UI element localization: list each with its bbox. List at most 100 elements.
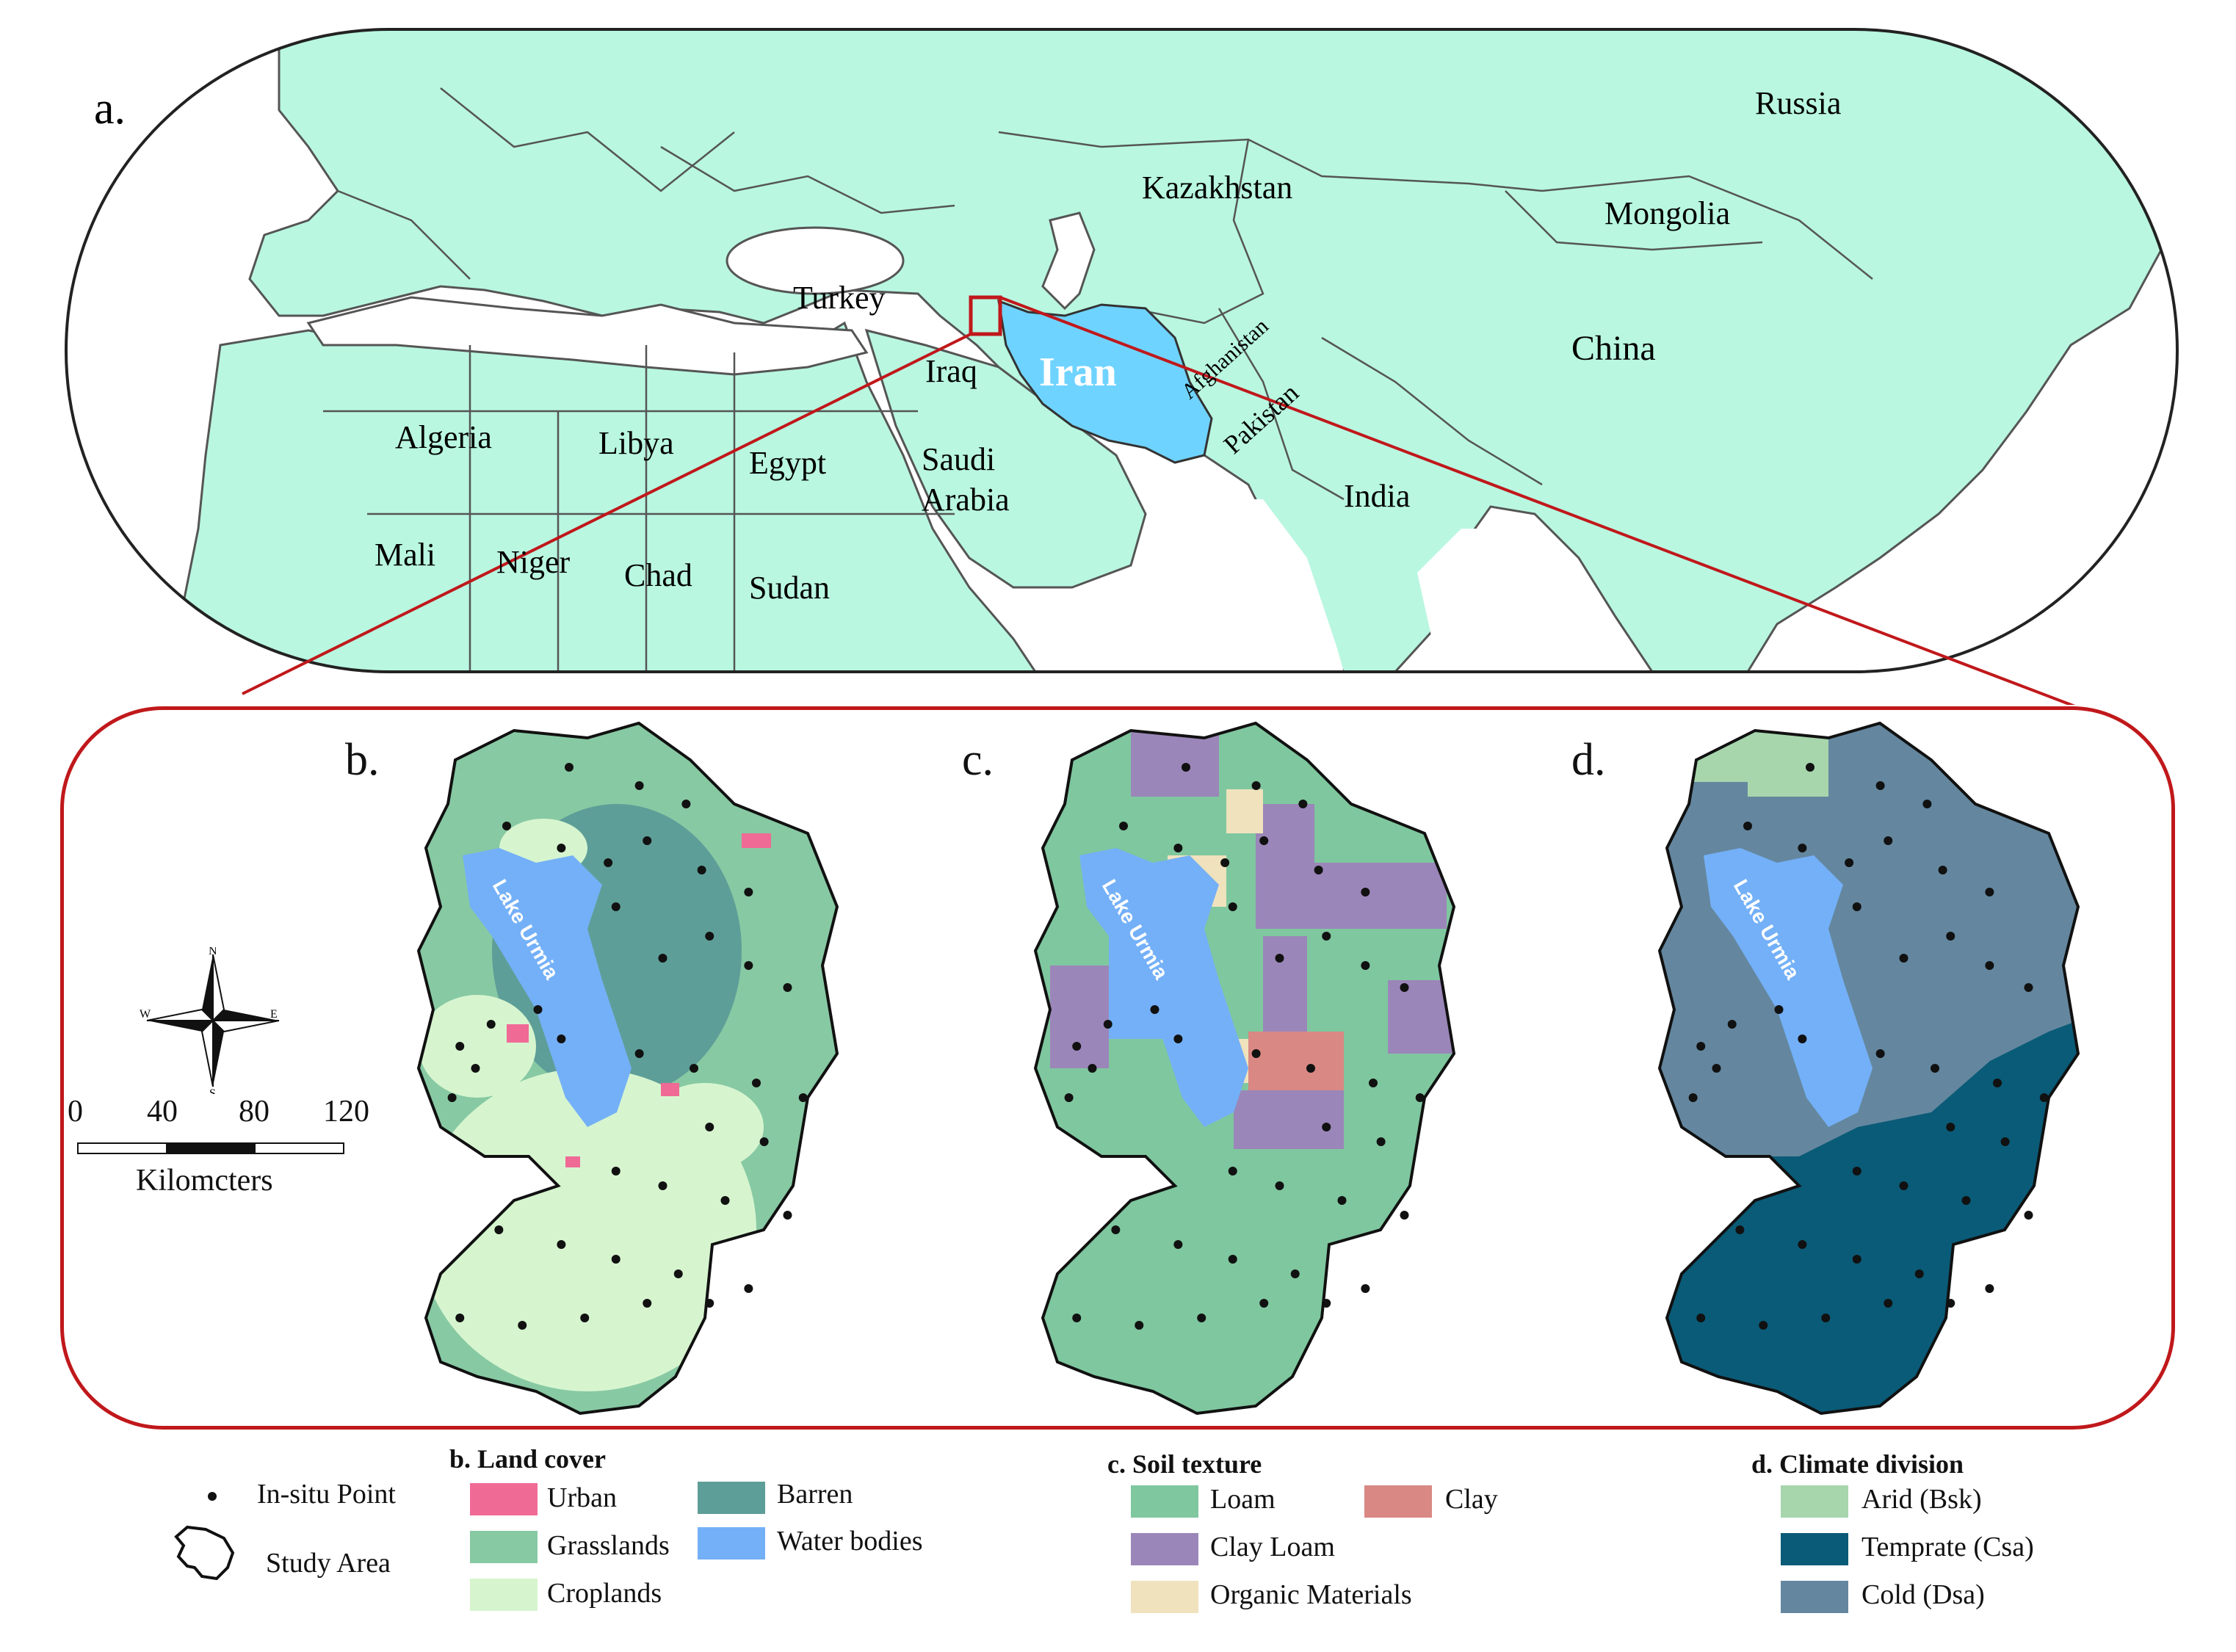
swatch-arid [1781, 1485, 1848, 1518]
soil-texture-map: Lake Urmia [1034, 722, 1455, 1415]
study-area-highlight-box [969, 295, 1002, 336]
swatch-barren [698, 1482, 765, 1514]
in-situ-point [744, 1284, 753, 1293]
in-situ-point [1064, 1093, 1074, 1102]
in-situ-point [1875, 781, 1885, 790]
in-situ-point [1899, 1181, 1908, 1190]
label-chad: Chad [624, 557, 692, 593]
in-situ-point [486, 1020, 496, 1029]
iran-country [997, 299, 1213, 464]
in-situ-point [1376, 1137, 1386, 1146]
in-situ-point [604, 858, 613, 867]
in-situ-point [1306, 1064, 1315, 1073]
legend-climate-title: d. Climate division [1751, 1449, 1964, 1479]
legend-cold: Cold (Dsa) [1861, 1579, 1985, 1610]
legend-soil-title: c. Soil texture [1107, 1449, 1262, 1479]
in-situ-point [1415, 1093, 1425, 1102]
in-situ-point [1798, 1035, 1807, 1043]
legend-clay: Clay [1445, 1484, 1498, 1515]
in-situ-point [1985, 961, 1994, 970]
land-masses [182, 29, 2177, 672]
in-situ-point [1111, 1225, 1121, 1234]
legend-loam: Loam [1210, 1484, 1276, 1515]
in-situ-point [1322, 1299, 1331, 1308]
in-situ-point [1852, 1255, 1861, 1264]
in-situ-point [1369, 1079, 1378, 1087]
in-situ-point [1103, 1020, 1112, 1029]
in-situ-point [1852, 902, 1861, 911]
in-situ-point [744, 961, 753, 970]
in-situ-point [1072, 1042, 1082, 1051]
study-area-outline-icon [174, 1525, 235, 1581]
in-situ-point [494, 1225, 504, 1234]
swatch-croplands [470, 1579, 538, 1611]
in-situ-point [1946, 1299, 1955, 1308]
in-situ-point [1821, 1314, 1831, 1322]
in-situ-point [1946, 1123, 1955, 1131]
in-situ-point [2039, 1093, 2049, 1102]
in-situ-point [744, 888, 753, 896]
in-situ-point [1400, 983, 1409, 992]
in-situ-point [1173, 1035, 1183, 1043]
in-situ-point [611, 1255, 620, 1264]
in-situ-point [658, 954, 667, 963]
in-situ-point [643, 1299, 652, 1308]
legend-dot-icon [208, 1492, 217, 1501]
zoom-line-left [242, 333, 972, 695]
in-situ-point [705, 1299, 714, 1308]
legend-temperate: Temprate (Csa) [1861, 1532, 2034, 1562]
in-situ-point [1985, 888, 1994, 896]
swatch-cold [1781, 1581, 1848, 1613]
compass-e: E [270, 1008, 278, 1021]
in-situ-point [783, 1211, 792, 1220]
in-situ-point [1875, 1049, 1885, 1058]
in-situ-point [1275, 954, 1284, 963]
climate-division-map: Lake Urmia [1658, 722, 2080, 1415]
in-situ-point [557, 844, 566, 852]
in-situ-point [752, 1079, 761, 1087]
legend-arid: Arid (Bsk) [1861, 1484, 1982, 1515]
label-russia: Russia [1755, 85, 1841, 121]
label-iraq: Iraq [925, 353, 977, 389]
in-situ-point [1173, 1240, 1183, 1249]
arabia-land [864, 328, 1147, 589]
swatch-loam [1131, 1485, 1198, 1518]
in-situ-point [1884, 836, 1893, 845]
label-arabia: Arabia [922, 482, 1010, 518]
in-situ-point [1072, 1314, 1082, 1322]
in-situ-point [1852, 1167, 1861, 1175]
label-algeria: Algeria [395, 419, 492, 455]
in-situ-point [1135, 1321, 1144, 1330]
in-situ-point [557, 1035, 566, 1043]
in-situ-point [1228, 1255, 1237, 1264]
in-situ-point [1798, 1240, 1807, 1249]
scale-bar-graphic [77, 1142, 344, 1154]
scale-unit: Kilomcters [136, 1164, 273, 1198]
in-situ-point [1938, 866, 1947, 874]
in-situ-point [1727, 1020, 1737, 1029]
swatch-grasslands [470, 1531, 538, 1563]
label-turkey: Turkey [793, 280, 886, 316]
in-situ-point [518, 1321, 527, 1330]
in-situ-point [1400, 1211, 1409, 1220]
in-situ-point [1251, 781, 1261, 790]
label-mali: Mali [375, 537, 435, 573]
in-situ-point [1931, 1064, 1939, 1073]
in-situ-point [1228, 902, 1237, 911]
in-situ-point [1197, 1314, 1206, 1322]
label-india: India [1344, 478, 1410, 514]
in-situ-point [2000, 1137, 2010, 1146]
in-situ-point [1259, 1299, 1269, 1308]
in-situ-point [611, 902, 620, 911]
in-situ-point [1314, 866, 1323, 874]
in-situ-point [1088, 1064, 1097, 1073]
in-situ-point [1845, 858, 1854, 867]
legend-land-cover-title: b. Land cover [449, 1444, 607, 1474]
label-egypt: Egypt [749, 445, 826, 481]
in-situ-point [1696, 1042, 1706, 1051]
in-situ-point [455, 1042, 465, 1051]
in-situ-point [1259, 836, 1269, 845]
legend-water: Water bodies [777, 1526, 923, 1557]
legend-clay-loam: Clay Loam [1210, 1532, 1335, 1562]
in-situ-point [533, 1005, 543, 1014]
